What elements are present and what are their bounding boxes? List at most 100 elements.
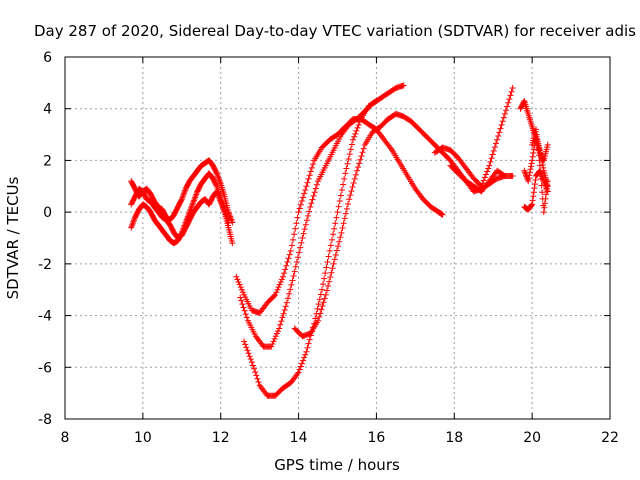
data-point-marker [503,107,510,114]
data-point-marker [525,175,532,182]
data-point-marker [479,180,486,187]
y-tick-label: 6 [43,50,52,66]
data-point-marker [332,251,339,258]
data-point-marker [179,226,186,233]
data-point-marker [248,359,255,366]
data-point-marker [521,169,528,176]
data-point-marker [301,190,308,197]
data-point-marker [540,209,547,216]
data-point-marker [541,179,548,186]
data-point-marker [189,200,196,207]
data-point-marker [331,256,338,263]
data-point-marker [191,195,198,202]
plot-frame [64,56,611,420]
y-tick-labels: -8 -6 -4 -2 0 2 4 6 [38,50,52,428]
data-point-marker [532,177,539,184]
data-point-marker [318,286,325,293]
data-point-marker [131,215,138,222]
data-point-marker [285,295,292,302]
data-point-marker [530,189,537,196]
data-point-marker [281,270,288,277]
data-point-marker [354,124,361,131]
data-point-marker [183,216,190,223]
x-axis-label: GPS time / hours [274,456,400,474]
x-tick-label: 22 [601,430,619,446]
data-point-marker [268,343,275,350]
data-point-marker [129,220,136,227]
data-point-marker [339,225,346,232]
data-point-marker [319,302,326,309]
y-tick-label: -2 [38,257,52,273]
data-point-marker [340,181,347,188]
data-point-marker [293,259,300,266]
data-point-marker [225,219,232,226]
data-point-marker [128,223,135,230]
data-point-marker [297,244,304,251]
data-point-marker [484,168,491,175]
data-point-marker [321,275,328,282]
data-point-marker [275,284,282,291]
data-point-marker [528,163,535,170]
data-point-marker [491,144,498,151]
data-point-marker [305,212,312,219]
data-point-marker [278,318,285,325]
data-point-marker [181,188,188,195]
data-point-marker [539,158,546,165]
series-track-8 [431,85,516,190]
data-point-marker [181,222,188,229]
data-point-marker [350,179,357,186]
y-tick-label: -8 [38,412,52,428]
data-point-marker [234,276,241,283]
data-point-marker [544,178,551,185]
data-point-marker [330,260,337,267]
data-point-marker [279,314,286,321]
data-point-marker [310,161,317,168]
data-point-marker [439,211,446,218]
data-point-marker [185,212,192,219]
data-point-marker [276,281,283,288]
data-point-marker [186,210,193,217]
data-point-marker [274,286,281,293]
data-point-marker [178,196,185,203]
data-point-marker [302,186,309,193]
data-point-marker [245,350,252,357]
data-point-marker [325,253,332,260]
data-point-marker [322,270,329,277]
data-point-marker [345,201,352,208]
data-point-marker [284,259,291,266]
data-point-marker [237,294,244,301]
data-point-marker [488,155,495,162]
data-point-marker [308,200,315,207]
data-point-marker [186,209,193,216]
chart-title: Day 287 of 2020, Sidereal Day-to-day VTE… [34,22,636,40]
data-point-marker [297,363,304,370]
data-point-marker [314,305,321,312]
data-point-marker [303,183,310,190]
data-point-marker [352,130,359,137]
data-point-marker [235,278,242,285]
data-point-marker [530,146,537,153]
data-point-marker [323,287,330,294]
data-point-marker [538,182,545,189]
data-point-marker [330,231,337,238]
data-point-marker [238,286,245,293]
data-point-marker [281,307,288,314]
data-point-marker [221,205,228,212]
data-point-marker [490,147,497,154]
data-point-marker [524,176,531,183]
data-point-marker [492,140,499,147]
data-point-marker [239,301,246,308]
data-point-marker [343,205,350,212]
data-point-marker [289,277,296,284]
data-point-marker [294,370,301,377]
data-point-marker [192,194,199,201]
data-point-marker [346,151,353,158]
data-point-marker [501,172,508,179]
data-point-marker [528,202,535,209]
data-point-marker [214,173,221,180]
data-point-marker [334,209,341,216]
axis-ticks [64,56,611,420]
data-point-marker [189,201,196,208]
data-point-marker [179,228,186,235]
data-point-marker [540,164,547,171]
